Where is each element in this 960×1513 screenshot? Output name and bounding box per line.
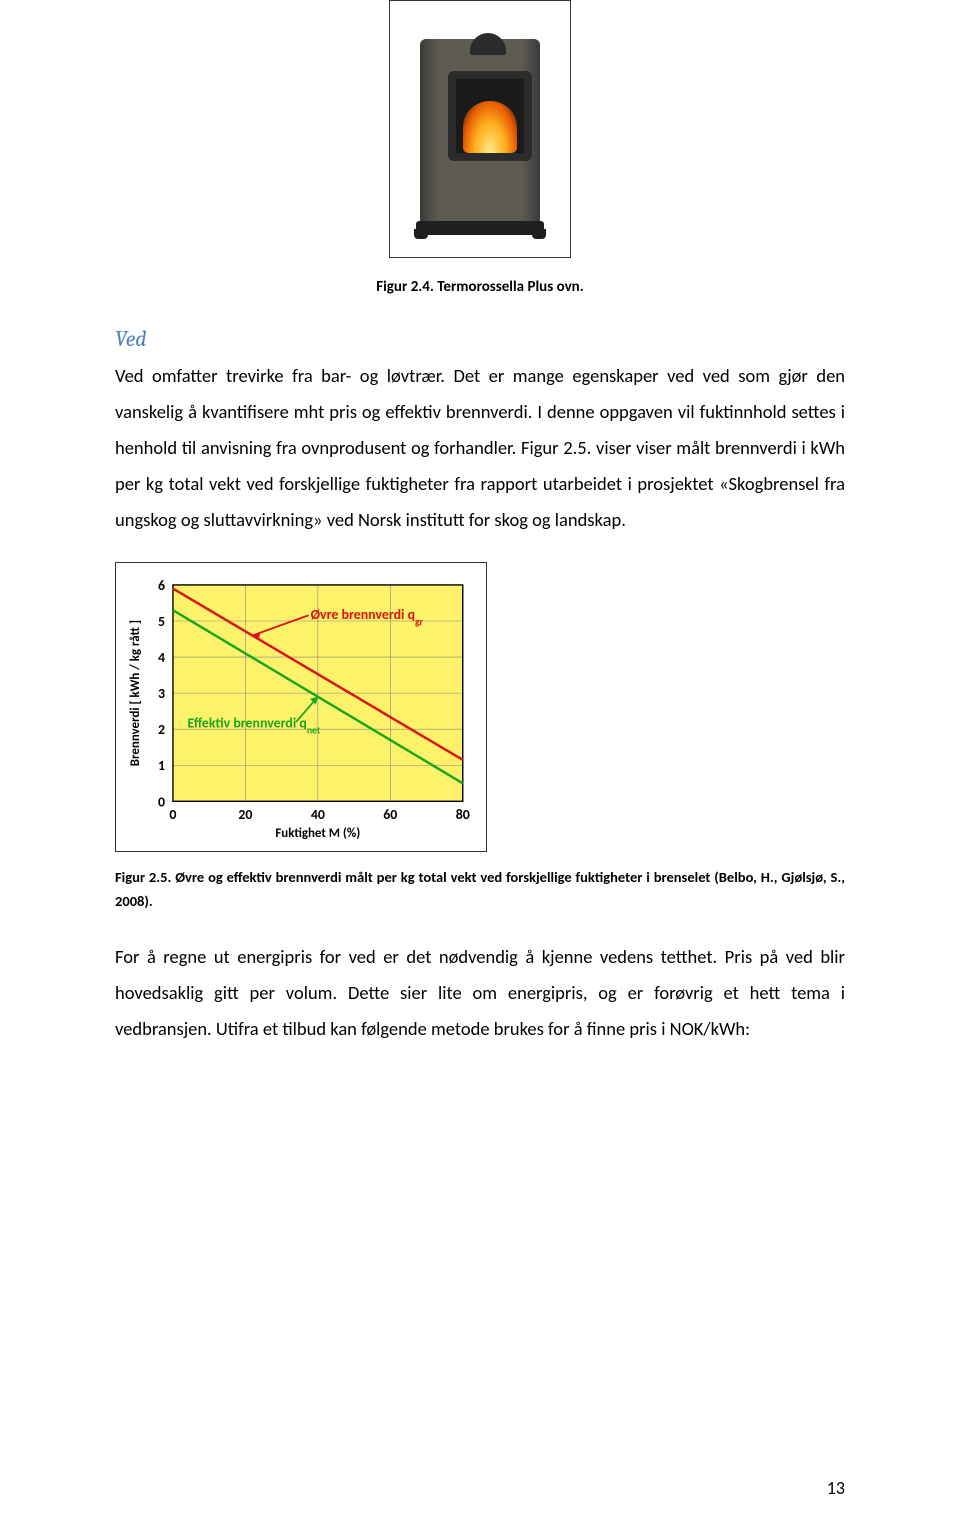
svg-text:2: 2 <box>158 721 165 738</box>
section-subheading: Ved <box>115 326 845 352</box>
figure-1-image <box>389 0 571 258</box>
figure-2-caption: Figur 2.5. Øvre og effektiv brennverdi m… <box>115 866 845 912</box>
svg-text:20: 20 <box>238 806 252 823</box>
chart-svg: 0123456020406080Øvre brennverdi qgrEffek… <box>124 577 474 841</box>
page-number: 13 <box>827 1477 845 1499</box>
body-paragraph-1: Ved omfatter trevirke fra bar- og løvtræ… <box>115 358 845 538</box>
svg-text:1: 1 <box>158 758 165 775</box>
svg-text:3: 3 <box>158 685 165 702</box>
figure-2-chart: 0123456020406080Øvre brennverdi qgrEffek… <box>115 562 487 852</box>
svg-text:4: 4 <box>158 649 165 666</box>
svg-text:40: 40 <box>311 806 325 823</box>
stove-illustration <box>410 19 550 239</box>
svg-text:Brennverdi [ kWh / kg rått ]: Brennverdi [ kWh / kg rått ] <box>128 620 143 766</box>
svg-text:Fuktighet M (%): Fuktighet M (%) <box>275 826 360 841</box>
body-paragraph-2: For å regne ut energipris for ved er det… <box>115 939 845 1047</box>
svg-text:80: 80 <box>456 806 470 823</box>
figure-1-caption: Figur 2.4. Termorossella Plus ovn. <box>115 278 845 296</box>
svg-text:0: 0 <box>169 806 176 823</box>
svg-text:60: 60 <box>383 806 397 823</box>
svg-text:6: 6 <box>158 577 165 594</box>
svg-text:5: 5 <box>158 613 165 630</box>
svg-text:0: 0 <box>158 794 165 811</box>
